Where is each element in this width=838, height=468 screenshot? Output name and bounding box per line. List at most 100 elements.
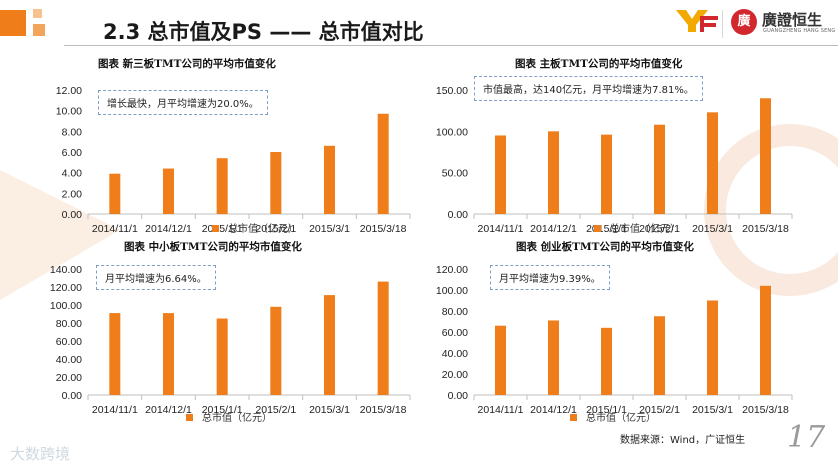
- chart-title: 图表 新三板TMT公司的平均市值变化: [98, 58, 276, 70]
- chart-legend: 总市值（亿元）: [570, 409, 656, 424]
- y-tick-label: 2.00: [62, 188, 83, 200]
- x-tick-label: 2015/2/1: [639, 404, 680, 416]
- bar: [270, 306, 282, 395]
- y-tick-label: 12.00: [56, 85, 82, 97]
- x-tick-label: 2015/3/18: [360, 404, 407, 416]
- bar: [548, 320, 559, 395]
- legend-label: 总市值（亿元）: [202, 413, 272, 424]
- x-tick-label: 2015/1/1: [586, 404, 627, 416]
- y-tick-label: 80.00: [56, 318, 82, 330]
- x-tick-label: 2014/12/1: [145, 404, 192, 416]
- chart-title: 图表 中小板TMT公司的平均市值变化: [124, 241, 302, 253]
- x-tick-label: 2014/11/1: [478, 404, 524, 416]
- x-tick-label: 2014/11/1: [478, 223, 524, 235]
- data-source: 数据来源：Wind，广证恒生: [620, 435, 746, 446]
- y-tick-label: 120.00: [50, 282, 82, 294]
- bar: [216, 318, 228, 395]
- bar: [324, 295, 335, 395]
- chart-zhuban: 图表 主板TMT公司的平均市值变化 0.00 50.00 100.00 150.00 2…: [422, 52, 802, 240]
- bar: [163, 168, 174, 214]
- y-tick-label: 0.00: [448, 390, 469, 402]
- legend-swatch: [594, 224, 601, 232]
- bar: [495, 135, 506, 214]
- company-logo-icon: [676, 10, 718, 32]
- x-tick-label: 2014/12/1: [530, 223, 577, 235]
- bar: [601, 134, 612, 214]
- y-tick-label: 6.00: [62, 147, 83, 159]
- chart-annotation: 市值最高，达140亿元，月平均增速为7.81%。: [474, 76, 703, 101]
- y-tick-label: 150.00: [436, 85, 468, 97]
- page-number: 17: [787, 420, 826, 455]
- chart-annotation: 增长最快，月平均增速为20.0%。: [98, 90, 268, 115]
- logo-separator: [722, 10, 723, 38]
- page-title: 2.3 总市值及PS —— 总市值对比: [103, 20, 424, 44]
- company-seal-icon: 廣: [731, 9, 757, 35]
- y-tick-label: 100.00: [436, 126, 468, 138]
- x-tick-label: 2015/3/18: [742, 223, 789, 235]
- bar: [654, 124, 665, 214]
- legend-label: 总市值（亿元）: [228, 224, 298, 235]
- chart-legend: 总市值（亿元）: [212, 220, 298, 235]
- bar: [760, 285, 771, 395]
- legend-swatch: [570, 413, 577, 421]
- header-accent-square: [0, 10, 26, 36]
- bar: [216, 158, 228, 214]
- legend-label: 总市值（亿元）: [610, 224, 680, 235]
- chart-annotation: 月平均增速为9.39%。: [490, 265, 610, 290]
- chart-plot: 0.00 20.00 40.00 60.00 80.00 100.00 120.00 140.…: [50, 264, 411, 416]
- y-tick-label: 10.00: [56, 106, 82, 118]
- y-tick-label: 60.00: [56, 336, 82, 348]
- bar: [707, 300, 718, 395]
- legend-swatch: [186, 413, 193, 421]
- chart-plot: 0.00 20.00 40.00 60.00 80.00 100.00 120.00 2014…: [436, 264, 793, 416]
- x-tick-label: 2015/2/1: [255, 404, 296, 416]
- y-tick-label: 0.00: [62, 209, 83, 221]
- y-tick-label: 20.00: [56, 372, 82, 384]
- chart-legend: 总市值（亿元）: [186, 409, 272, 424]
- bar: [324, 145, 335, 214]
- y-tick-label: 4.00: [62, 168, 83, 180]
- company-name-en: GUANGZHENG HANG SENG: [763, 28, 836, 34]
- x-tick-label: 2015/2/1: [639, 223, 680, 235]
- chart-title: 图表 创业板TMT公司的平均市值变化: [516, 241, 694, 253]
- y-tick-label: 0.00: [62, 390, 83, 402]
- bar: [707, 112, 718, 214]
- chart-xinsanban: 图表 新三板TMT公司的平均市值变化 0.00 2.00 4.00 6.00 8.00 1…: [40, 52, 420, 240]
- bar: [109, 173, 121, 214]
- x-tick-label: 2015/3/1: [692, 404, 733, 416]
- x-tick-label: 2015/3/1: [309, 223, 350, 235]
- y-tick-label: 60.00: [442, 327, 468, 339]
- x-tick-label: 2015/3/1: [309, 404, 350, 416]
- bar: [377, 113, 389, 214]
- legend-swatch: [212, 224, 219, 232]
- bar: [760, 98, 771, 214]
- bar: [495, 325, 506, 395]
- y-tick-label: 80.00: [442, 306, 468, 318]
- y-tick-label: 100.00: [436, 285, 468, 297]
- bar: [548, 131, 559, 214]
- y-tick-label: 120.00: [436, 264, 468, 276]
- x-tick-label: 2015/2/1: [255, 223, 296, 235]
- x-tick-label: 2014/11/1: [92, 223, 138, 235]
- x-tick-label: 2014/12/1: [530, 404, 577, 416]
- company-name: 廣證恒生: [762, 11, 823, 29]
- x-tick-label: 2015/1/1: [202, 404, 243, 416]
- x-tick-label: 2015/1/1: [202, 223, 243, 235]
- header-accent-square-small: [33, 24, 45, 36]
- y-tick-label: 100.00: [50, 300, 82, 312]
- chart-chuangyeban: 图表 创业板TMT公司的平均市值变化 0.00 20.00 40.00 60.00 80…: [422, 237, 802, 427]
- bar: [270, 152, 282, 214]
- chart-plot: 0.00 50.00 100.00 150.00 2014/11/1 2014/12/1 2…: [436, 85, 793, 235]
- y-tick-label: 40.00: [442, 348, 468, 360]
- y-tick-label: 40.00: [56, 354, 82, 366]
- chart-title: 图表 主板TMT公司的平均市值变化: [515, 58, 683, 70]
- x-tick-label: 2015/3/18: [742, 404, 789, 416]
- x-tick-label: 2015/3/1: [692, 223, 733, 235]
- chart-zhongxiaoban: 图表 中小板TMT公司的平均市值变化 0.00 20.00 40.00 60.00 80…: [40, 237, 420, 427]
- y-tick-label: 20.00: [442, 369, 468, 381]
- y-tick-label: 8.00: [62, 126, 83, 138]
- y-tick-label: 140.00: [50, 264, 82, 276]
- bar: [109, 313, 121, 395]
- header-divider: [64, 45, 838, 46]
- bar: [163, 313, 174, 395]
